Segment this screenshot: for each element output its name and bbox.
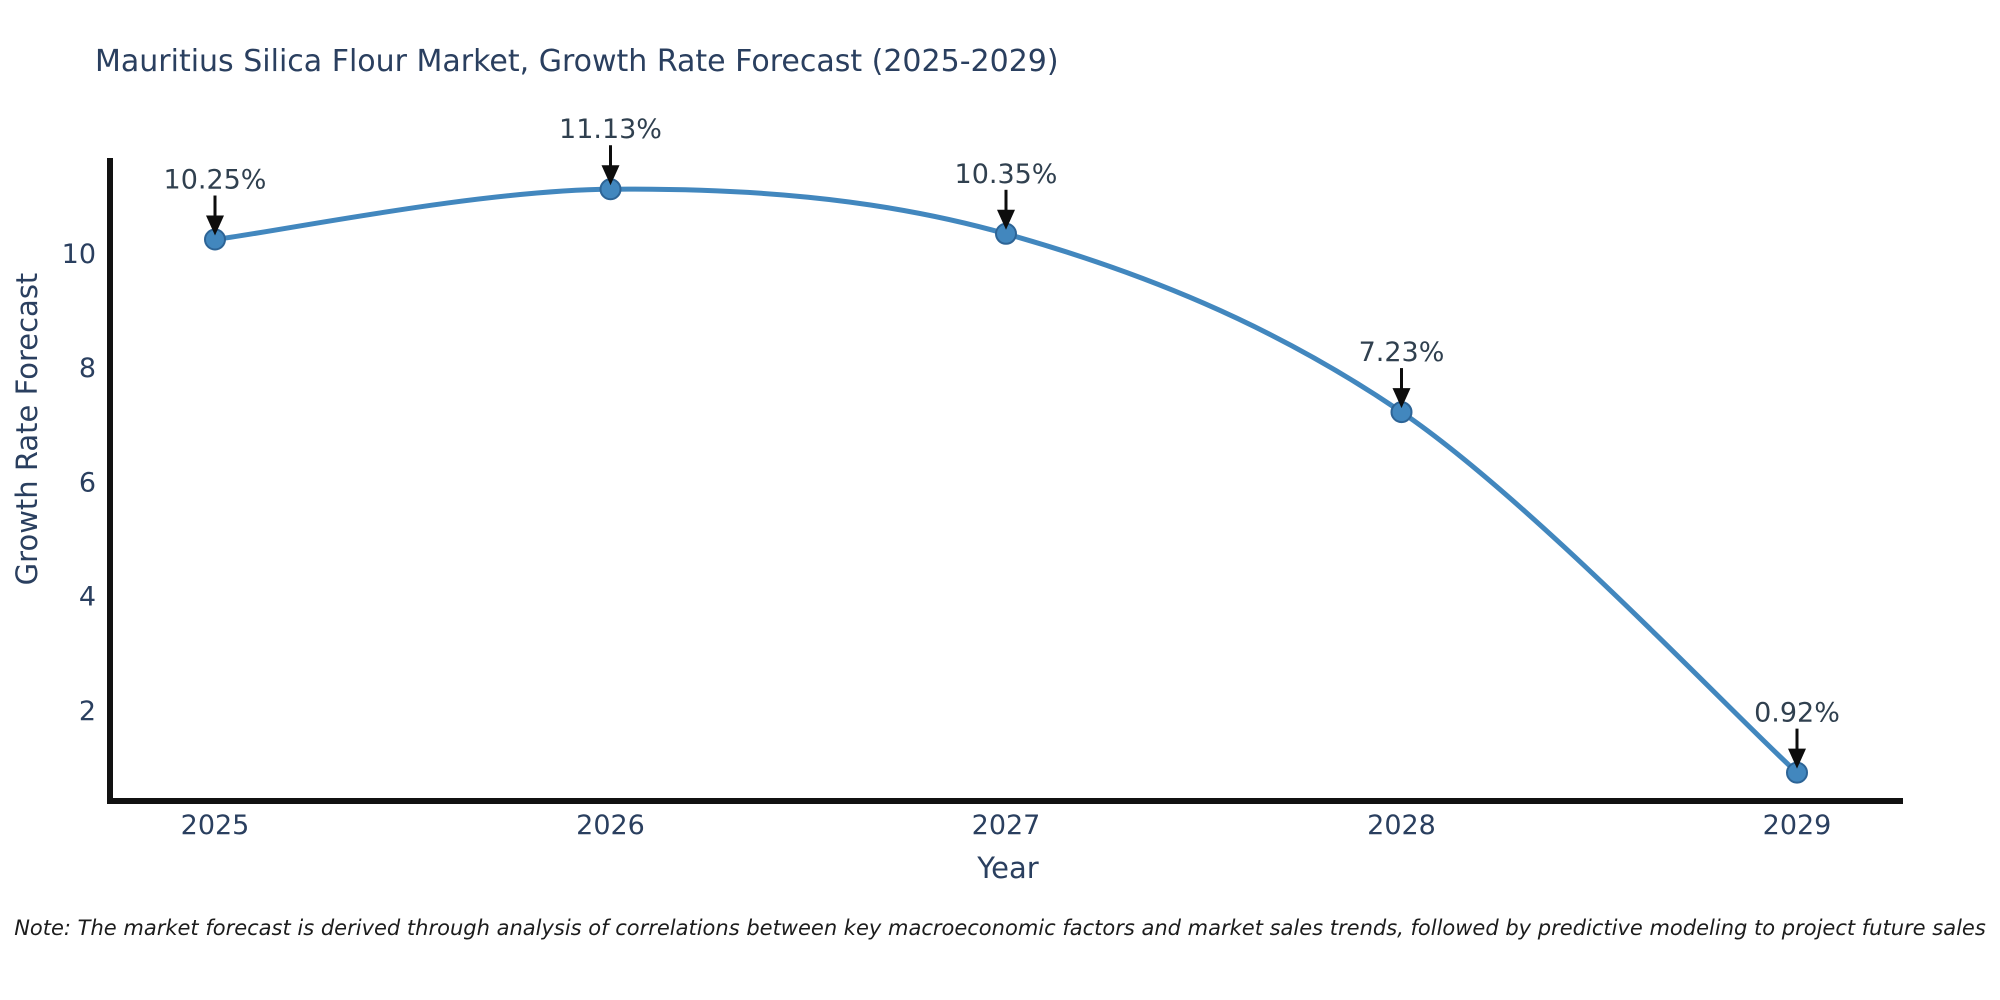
annotation-label: 0.92% — [1754, 698, 1840, 729]
annotation-arrowhead-icon — [1788, 748, 1806, 769]
x-tick-label: 2026 — [576, 810, 645, 841]
y-tick-label: 2 — [79, 696, 96, 727]
chart-title: Mauritius Silica Flour Market, Growth Ra… — [95, 44, 1059, 79]
y-axis-title: Growth Rate Forecast — [10, 273, 44, 586]
y-tick-label: 10 — [62, 239, 96, 270]
y-tick-label: 4 — [79, 582, 96, 613]
annotation-label: 11.13% — [559, 114, 662, 145]
y-tick-label: 6 — [79, 467, 96, 498]
annotation-arrowhead-icon — [601, 165, 620, 186]
annotation-label: 10.35% — [955, 159, 1058, 190]
annotation-arrowhead-icon — [206, 215, 224, 236]
x-tick-label: 2027 — [972, 810, 1041, 841]
x-tick-label: 2029 — [1763, 810, 1832, 841]
annotation-arrowhead-icon — [1392, 388, 1411, 409]
annotation-arrowhead-icon — [997, 209, 1015, 230]
annotation-label: 10.25% — [164, 165, 267, 196]
footnote: Note: The market forecast is derived thr… — [14, 916, 1986, 940]
x-tick-label: 2025 — [181, 810, 250, 841]
x-tick-label: 2028 — [1367, 810, 1436, 841]
x-axis-title: Year — [976, 851, 1038, 885]
forecast-line — [212, 186, 1800, 776]
y-tick-label: 8 — [79, 353, 96, 384]
annotation-label: 7.23% — [1359, 337, 1445, 368]
